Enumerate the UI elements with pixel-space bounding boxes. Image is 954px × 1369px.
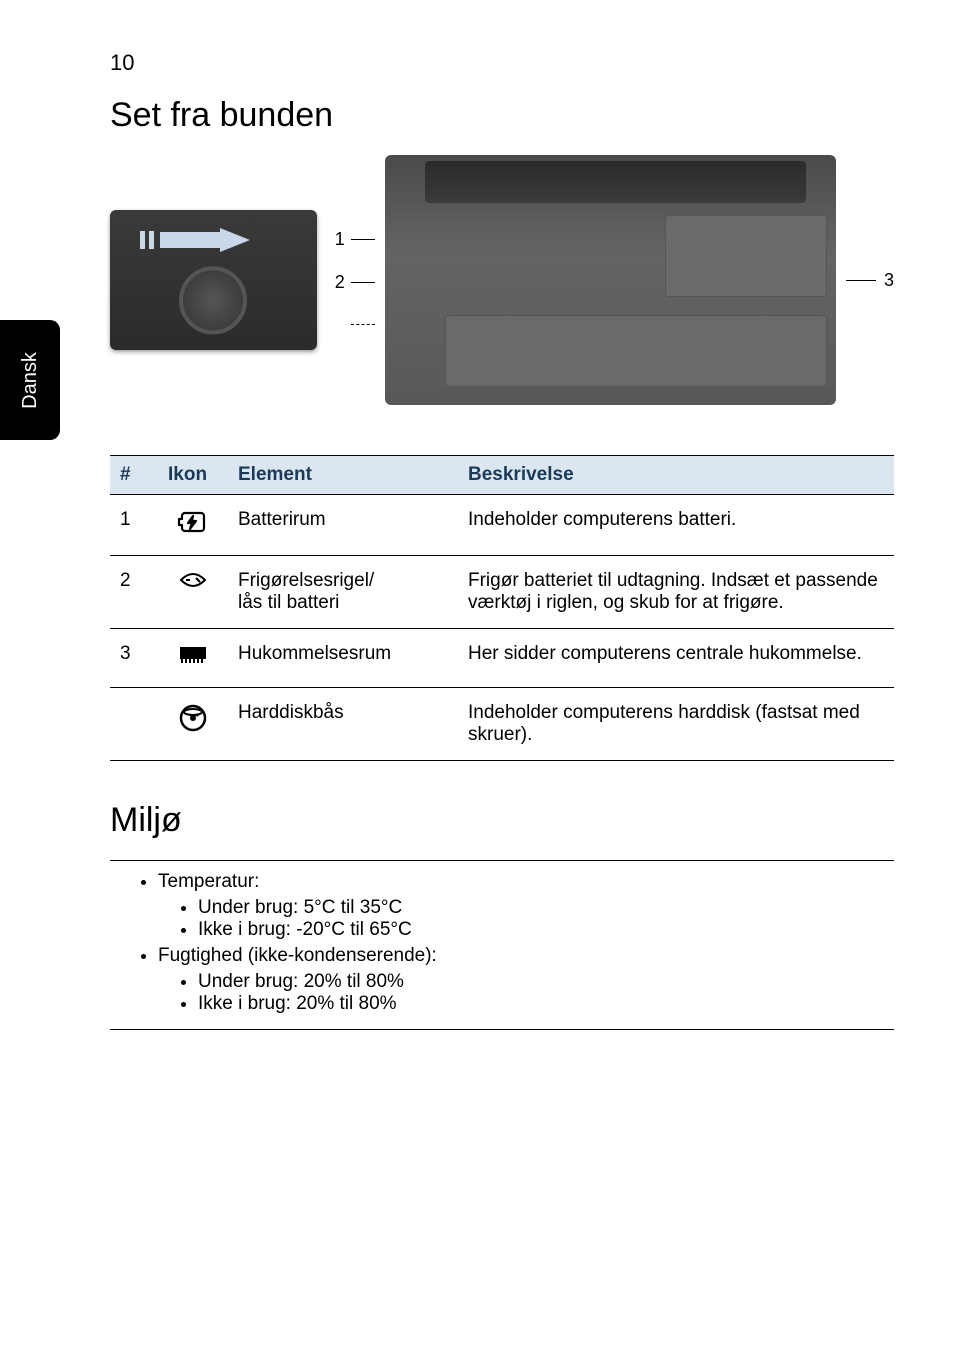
battery-module-image — [110, 210, 317, 350]
env-temp-label: Temperatur: — [158, 871, 259, 892]
cell-desc: Her sidder computerens centrale hukommel… — [458, 629, 894, 688]
lock-release-icon — [158, 556, 228, 629]
table-row: Harddiskbås Indeholder computerens hardd… — [110, 688, 894, 761]
cell-num: 3 — [110, 629, 158, 688]
callout-2: 2 — [327, 272, 345, 293]
env-humidity: Fugtighed (ikke-kondenserende): Under br… — [158, 945, 894, 1015]
left-callouts: 1 2 0 — [327, 225, 375, 336]
page: 10 Dansk Set fra bunden 1 2 — [0, 0, 954, 1369]
section-title-environment: Miljø — [110, 801, 894, 840]
bottom-view-table: # Ikon Element Beskrivelse 1 Batterirum … — [110, 455, 894, 761]
cell-num: 2 — [110, 556, 158, 629]
disk-icon — [158, 688, 228, 761]
memory-icon — [158, 629, 228, 688]
language-tab: Dansk — [0, 320, 60, 440]
cell-num: 1 — [110, 495, 158, 556]
cell-desc: Indeholder computerens batteri. — [458, 495, 894, 556]
callout-2-leader — [351, 282, 375, 283]
laptop-bottom-image — [385, 155, 836, 405]
battery-insert-arrow — [140, 228, 250, 252]
cell-num — [110, 688, 158, 761]
battery-icon — [158, 495, 228, 556]
cell-element: Hukommelsesrum — [228, 629, 458, 688]
cell-element: Harddiskbås — [228, 688, 458, 761]
page-number: 10 — [110, 50, 894, 76]
table-header-row: # Ikon Element Beskrivelse — [110, 456, 894, 495]
cell-element: Batterirum — [228, 495, 458, 556]
th-desc: Beskrivelse — [458, 456, 894, 495]
env-humidity-nonoperating: Ikke i brug: 20% til 80% — [198, 993, 894, 1015]
env-humidity-label: Fugtighed (ikke-kondenserende): — [158, 945, 437, 966]
table-row: 1 Batterirum Indeholder computerens batt… — [110, 495, 894, 556]
right-callout: 3 — [846, 270, 894, 291]
env-temp-operating: Under brug: 5°C til 35°C — [198, 897, 894, 919]
th-num: # — [110, 456, 158, 495]
section-title-bottom-view: Set fra bunden — [110, 96, 894, 135]
callout-1-leader — [351, 239, 375, 240]
cell-element: Frigørelsesrigel/ lås til batteri — [228, 556, 458, 629]
env-temp: Temperatur: Under brug: 5°C til 35°C Ikk… — [158, 871, 894, 941]
table-row: 3 Hukommelsesrum Her sidder computerens … — [110, 629, 894, 688]
th-icon: Ikon — [158, 456, 228, 495]
callout-1: 1 — [327, 229, 345, 250]
callout-3: 3 — [884, 270, 894, 291]
cell-desc: Frigør batteriet til udtagning. Indsæt e… — [458, 556, 894, 629]
table-row: 2 Frigørelsesrigel/ lås til batteri Frig… — [110, 556, 894, 629]
callout-dashed-leader — [351, 324, 375, 326]
callout-3-leader — [846, 280, 876, 281]
cell-desc: Indeholder computerens harddisk (fastsat… — [458, 688, 894, 761]
env-temp-nonoperating: Ikke i brug: -20°C til 65°C — [198, 919, 894, 941]
language-tab-label: Dansk — [18, 352, 41, 409]
environment-list: Temperatur: Under brug: 5°C til 35°C Ikk… — [110, 860, 894, 1030]
env-humidity-operating: Under brug: 20% til 80% — [198, 971, 894, 993]
th-element: Element — [228, 456, 458, 495]
bottom-view-figure: 1 2 0 3 — [110, 155, 894, 405]
